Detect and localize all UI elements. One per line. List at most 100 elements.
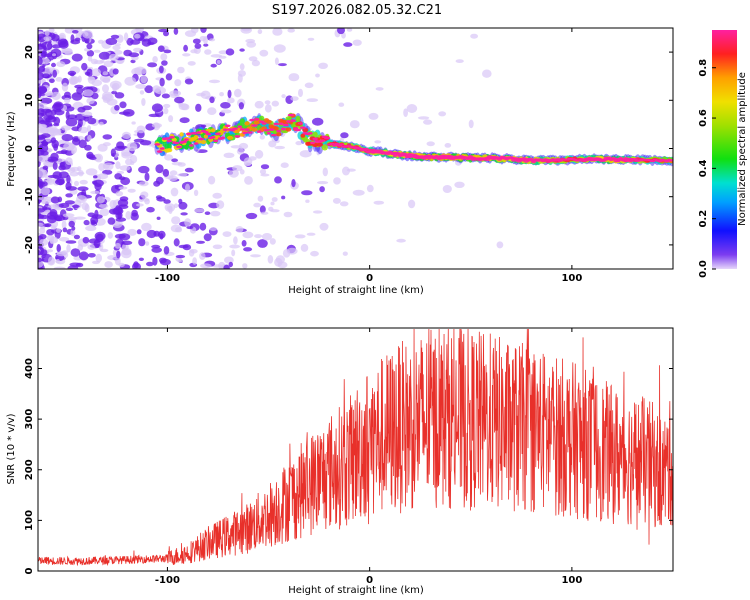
ridge-cell: [210, 136, 216, 139]
noise-blob: [168, 115, 174, 123]
snr-y-axis-label: SNR (10 * v/v): [6, 413, 17, 484]
noise-blob: [175, 254, 186, 259]
noise-blob: [312, 117, 324, 126]
ridge-cell: [176, 145, 183, 149]
noise-blob: [38, 65, 46, 73]
noise-blob: [78, 139, 87, 149]
ridge-cell: [302, 128, 309, 133]
noise-blob: [38, 57, 43, 65]
noise-blob: [119, 165, 131, 171]
noise-blob: [343, 42, 353, 47]
noise-blob: [61, 82, 69, 92]
noise-blob: [159, 258, 171, 266]
noise-blob: [274, 176, 282, 184]
noise-blob: [124, 76, 137, 86]
noise-blob: [65, 157, 73, 166]
noise-blob: [102, 77, 111, 84]
y-tick-label: 300: [24, 409, 35, 430]
noise-blob: [271, 197, 278, 202]
noise-blob: [77, 75, 82, 83]
noise-blob: [91, 214, 103, 220]
noise-blob: [58, 32, 66, 41]
noise-blob: [42, 206, 48, 210]
noise-blob: [56, 244, 61, 253]
noise-blob: [131, 209, 138, 217]
noise-blob: [114, 233, 126, 239]
noise-blob: [203, 43, 209, 47]
noise-blob: [259, 49, 269, 57]
noise-blob: [239, 48, 245, 52]
noise-blob: [118, 176, 126, 181]
noise-blob: [111, 90, 118, 95]
noise-blob: [254, 234, 263, 239]
noise-blob: [64, 28, 74, 34]
noise-blob: [135, 84, 147, 89]
noise-blob: [257, 29, 263, 35]
ridge-cell: [190, 132, 197, 135]
noise-blob: [146, 261, 154, 267]
ridge-cell: [299, 126, 306, 129]
noise-blob: [67, 70, 77, 76]
ridge-cell: [469, 156, 476, 159]
noise-blob: [51, 91, 61, 101]
noise-blob: [131, 201, 141, 210]
noise-blob: [78, 170, 84, 177]
noise-blob: [122, 109, 135, 117]
noise-blob: [47, 41, 52, 50]
ridge-cell: [625, 157, 631, 160]
noise-blob: [204, 49, 212, 55]
spectrogram-noise-layer: [38, 28, 504, 269]
noise-blob: [49, 209, 58, 217]
noise-blob: [86, 43, 93, 50]
noise-blob: [318, 62, 328, 69]
noise-blob: [161, 93, 170, 99]
noise-blob: [79, 179, 88, 185]
noise-blob: [136, 203, 144, 207]
noise-blob: [254, 149, 264, 159]
ridge-cell: [582, 159, 587, 162]
noise-blob: [272, 28, 283, 36]
noise-blob: [299, 150, 312, 158]
noise-blob: [319, 186, 325, 193]
ridge-cell: [200, 139, 207, 145]
noise-blob: [65, 193, 73, 198]
noise-blob: [236, 148, 245, 155]
noise-blob: [114, 92, 125, 99]
noise-blob: [235, 226, 244, 233]
noise-blob: [140, 191, 149, 199]
y-tick-label: -20: [24, 236, 35, 254]
noise-blob: [157, 45, 165, 52]
ridge-cell: [286, 120, 291, 123]
ridge-cell: [307, 132, 313, 135]
noise-blob: [47, 174, 60, 179]
noise-blob: [257, 239, 268, 248]
ridge-cell: [273, 122, 280, 126]
ridge-cell: [324, 136, 331, 140]
noise-blob: [152, 56, 158, 63]
noise-blob: [40, 97, 53, 105]
ridge-cell: [251, 127, 258, 132]
noise-blob: [77, 186, 89, 191]
noise-blob: [42, 73, 50, 79]
noise-blob: [294, 234, 306, 239]
noise-blob: [121, 240, 133, 245]
noise-blob: [216, 200, 225, 209]
noise-blob: [161, 60, 168, 66]
noise-blob: [78, 251, 89, 261]
noise-blob: [51, 109, 57, 116]
noise-blob: [38, 67, 41, 74]
noise-blob: [209, 96, 215, 104]
noise-blob: [123, 32, 129, 42]
noise-blob: [152, 85, 161, 93]
noise-blob: [48, 256, 55, 265]
noise-blob: [184, 78, 194, 85]
ridge-cell: [266, 132, 272, 135]
noise-blob: [156, 196, 166, 202]
ridge-cell: [278, 122, 284, 126]
ridge-cell: [239, 118, 245, 125]
noise-blob: [114, 257, 121, 266]
noise-blob: [268, 140, 277, 148]
ridge-cell: [270, 133, 277, 137]
noise-blob: [90, 190, 100, 195]
noise-blob: [346, 28, 353, 32]
